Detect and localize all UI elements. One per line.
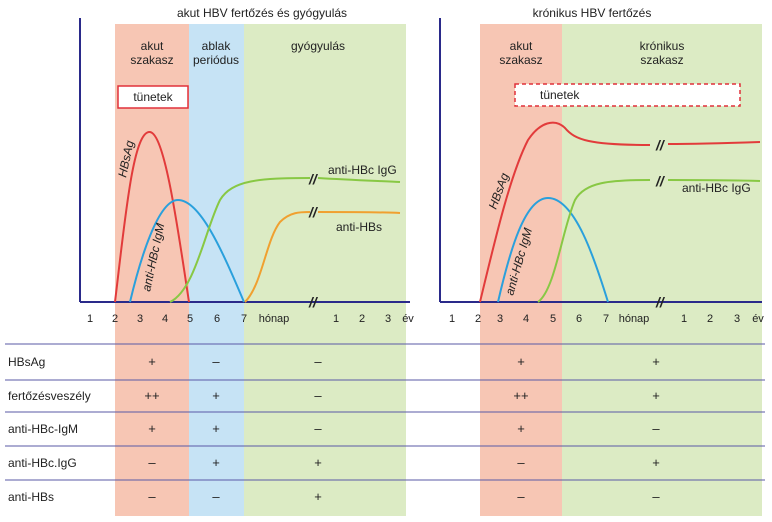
phase-acute-right-1: akut <box>510 39 533 53</box>
cell-window: – <box>212 354 220 369</box>
right-panel-title: krónikus HBV fertőzés <box>533 6 652 20</box>
tick-left-2: 2 <box>112 313 118 325</box>
tick-right-5: 5 <box>550 313 556 325</box>
break-igg-right: // <box>655 173 666 189</box>
cell-chronic-acute: + <box>517 421 525 436</box>
curve-igm-right <box>497 196 609 303</box>
tick-left-6: 6 <box>214 313 220 325</box>
cell-chronic-acute: + <box>517 354 525 369</box>
row-label: anti-HBs <box>8 490 54 504</box>
cell-acute: – <box>148 489 156 504</box>
cell-window: + <box>212 388 220 403</box>
curve-igg-right <box>537 179 761 303</box>
cell-chronic: + <box>652 354 660 369</box>
curve-hbsag-right <box>479 121 761 303</box>
curve-antihbs-left <box>244 211 401 303</box>
cell-chronic: + <box>652 455 660 470</box>
cell-acute: ++ <box>144 388 159 403</box>
tick-right-6: 6 <box>576 313 582 325</box>
phase-window-2: periódus <box>193 53 239 67</box>
row-label: HBsAg <box>8 355 45 369</box>
row-label: anti-HBc-IgM <box>8 422 78 436</box>
tick-right-4: 4 <box>523 313 529 325</box>
cell-window: – <box>212 489 220 504</box>
phase-recovery: gyógyulás <box>291 39 345 53</box>
curve-hbsag-left <box>114 131 190 303</box>
label-antihbs-left: anti-HBs <box>336 220 382 234</box>
phase-chronic-2: szakasz <box>640 53 683 67</box>
tick-left-3: 3 <box>137 313 143 325</box>
phase-chronic-1: krónikus <box>640 39 685 53</box>
cell-chronic-acute: – <box>517 455 525 470</box>
curve-igm-left <box>129 198 245 303</box>
curve-igg-left <box>169 177 401 303</box>
phase-acute-left-1: akut <box>141 39 164 53</box>
table-row: HBsAg + – – + + <box>8 354 660 369</box>
tick-left-1: 1 <box>87 313 93 325</box>
cell-chronic: – <box>652 421 660 436</box>
tick-left-5: 5 <box>187 313 193 325</box>
symptoms-label-left: tünetek <box>133 90 173 104</box>
cell-recovery: – <box>314 421 322 436</box>
tick-right-month-unit: hónap <box>619 313 650 325</box>
cell-chronic: + <box>652 388 660 403</box>
label-igg-left: anti-HBc IgG <box>328 163 397 177</box>
tick-right-year-3: 3 <box>734 313 740 325</box>
break-antihbs-left: // <box>308 204 319 220</box>
tick-left-year-unit: év <box>402 313 414 325</box>
tick-right-2: 2 <box>475 313 481 325</box>
cell-acute: – <box>148 455 156 470</box>
phase-acute-right-2: szakasz <box>499 53 542 67</box>
cell-acute: + <box>148 421 156 436</box>
tick-left-7: 7 <box>241 313 247 325</box>
tick-right-year-unit: év <box>752 313 764 325</box>
cell-acute: + <box>148 354 156 369</box>
cell-chronic: – <box>652 489 660 504</box>
tick-left-year-2: 2 <box>359 313 365 325</box>
symptoms-label-right: tünetek <box>540 88 580 102</box>
break-igg-left: // <box>308 171 319 187</box>
tick-left-year-3: 3 <box>385 313 391 325</box>
tick-right-1: 1 <box>449 313 455 325</box>
table-row: anti-HBs – – + – – <box>8 489 660 504</box>
tick-right-7: 7 <box>603 313 609 325</box>
phase-window-1: ablak <box>202 39 232 53</box>
cell-window: + <box>212 455 220 470</box>
symptoms-box-left <box>117 85 189 109</box>
cell-chronic-acute: ++ <box>513 388 528 403</box>
cell-chronic-acute: – <box>517 489 525 504</box>
phase-acute-left-2: szakasz <box>130 53 173 67</box>
cell-recovery: – <box>314 388 322 403</box>
break-axis-left: // <box>308 294 319 310</box>
label-igg-right: anti-HBc IgG <box>682 181 751 195</box>
cell-recovery: – <box>314 354 322 369</box>
table-row: fertőzésveszély ++ + – ++ + <box>8 388 660 403</box>
left-panel-title: akut HBV fertőzés és gyógyulás <box>177 6 347 20</box>
row-label: anti-HBc.IgG <box>8 456 77 470</box>
tick-left-4: 4 <box>162 313 168 325</box>
table-row: anti-HBc.IgG – + + – + <box>8 455 660 470</box>
cell-recovery: + <box>314 489 322 504</box>
band-recovery-left <box>244 24 406 516</box>
cell-window: + <box>212 421 220 436</box>
break-axis-right: // <box>655 294 666 310</box>
tick-right-year-2: 2 <box>707 313 713 325</box>
table-row: anti-HBc-IgM + + – + – <box>8 421 660 436</box>
tick-right-year-1: 1 <box>681 313 687 325</box>
tick-left-year-1: 1 <box>333 313 339 325</box>
break-hbsag-right: // <box>655 137 666 153</box>
tick-left-month-unit: hónap <box>259 313 290 325</box>
cell-recovery: + <box>314 455 322 470</box>
band-window-left <box>189 24 244 516</box>
tick-right-3: 3 <box>497 313 503 325</box>
symptoms-box-right <box>514 83 741 107</box>
row-label: fertőzésveszély <box>8 389 91 403</box>
